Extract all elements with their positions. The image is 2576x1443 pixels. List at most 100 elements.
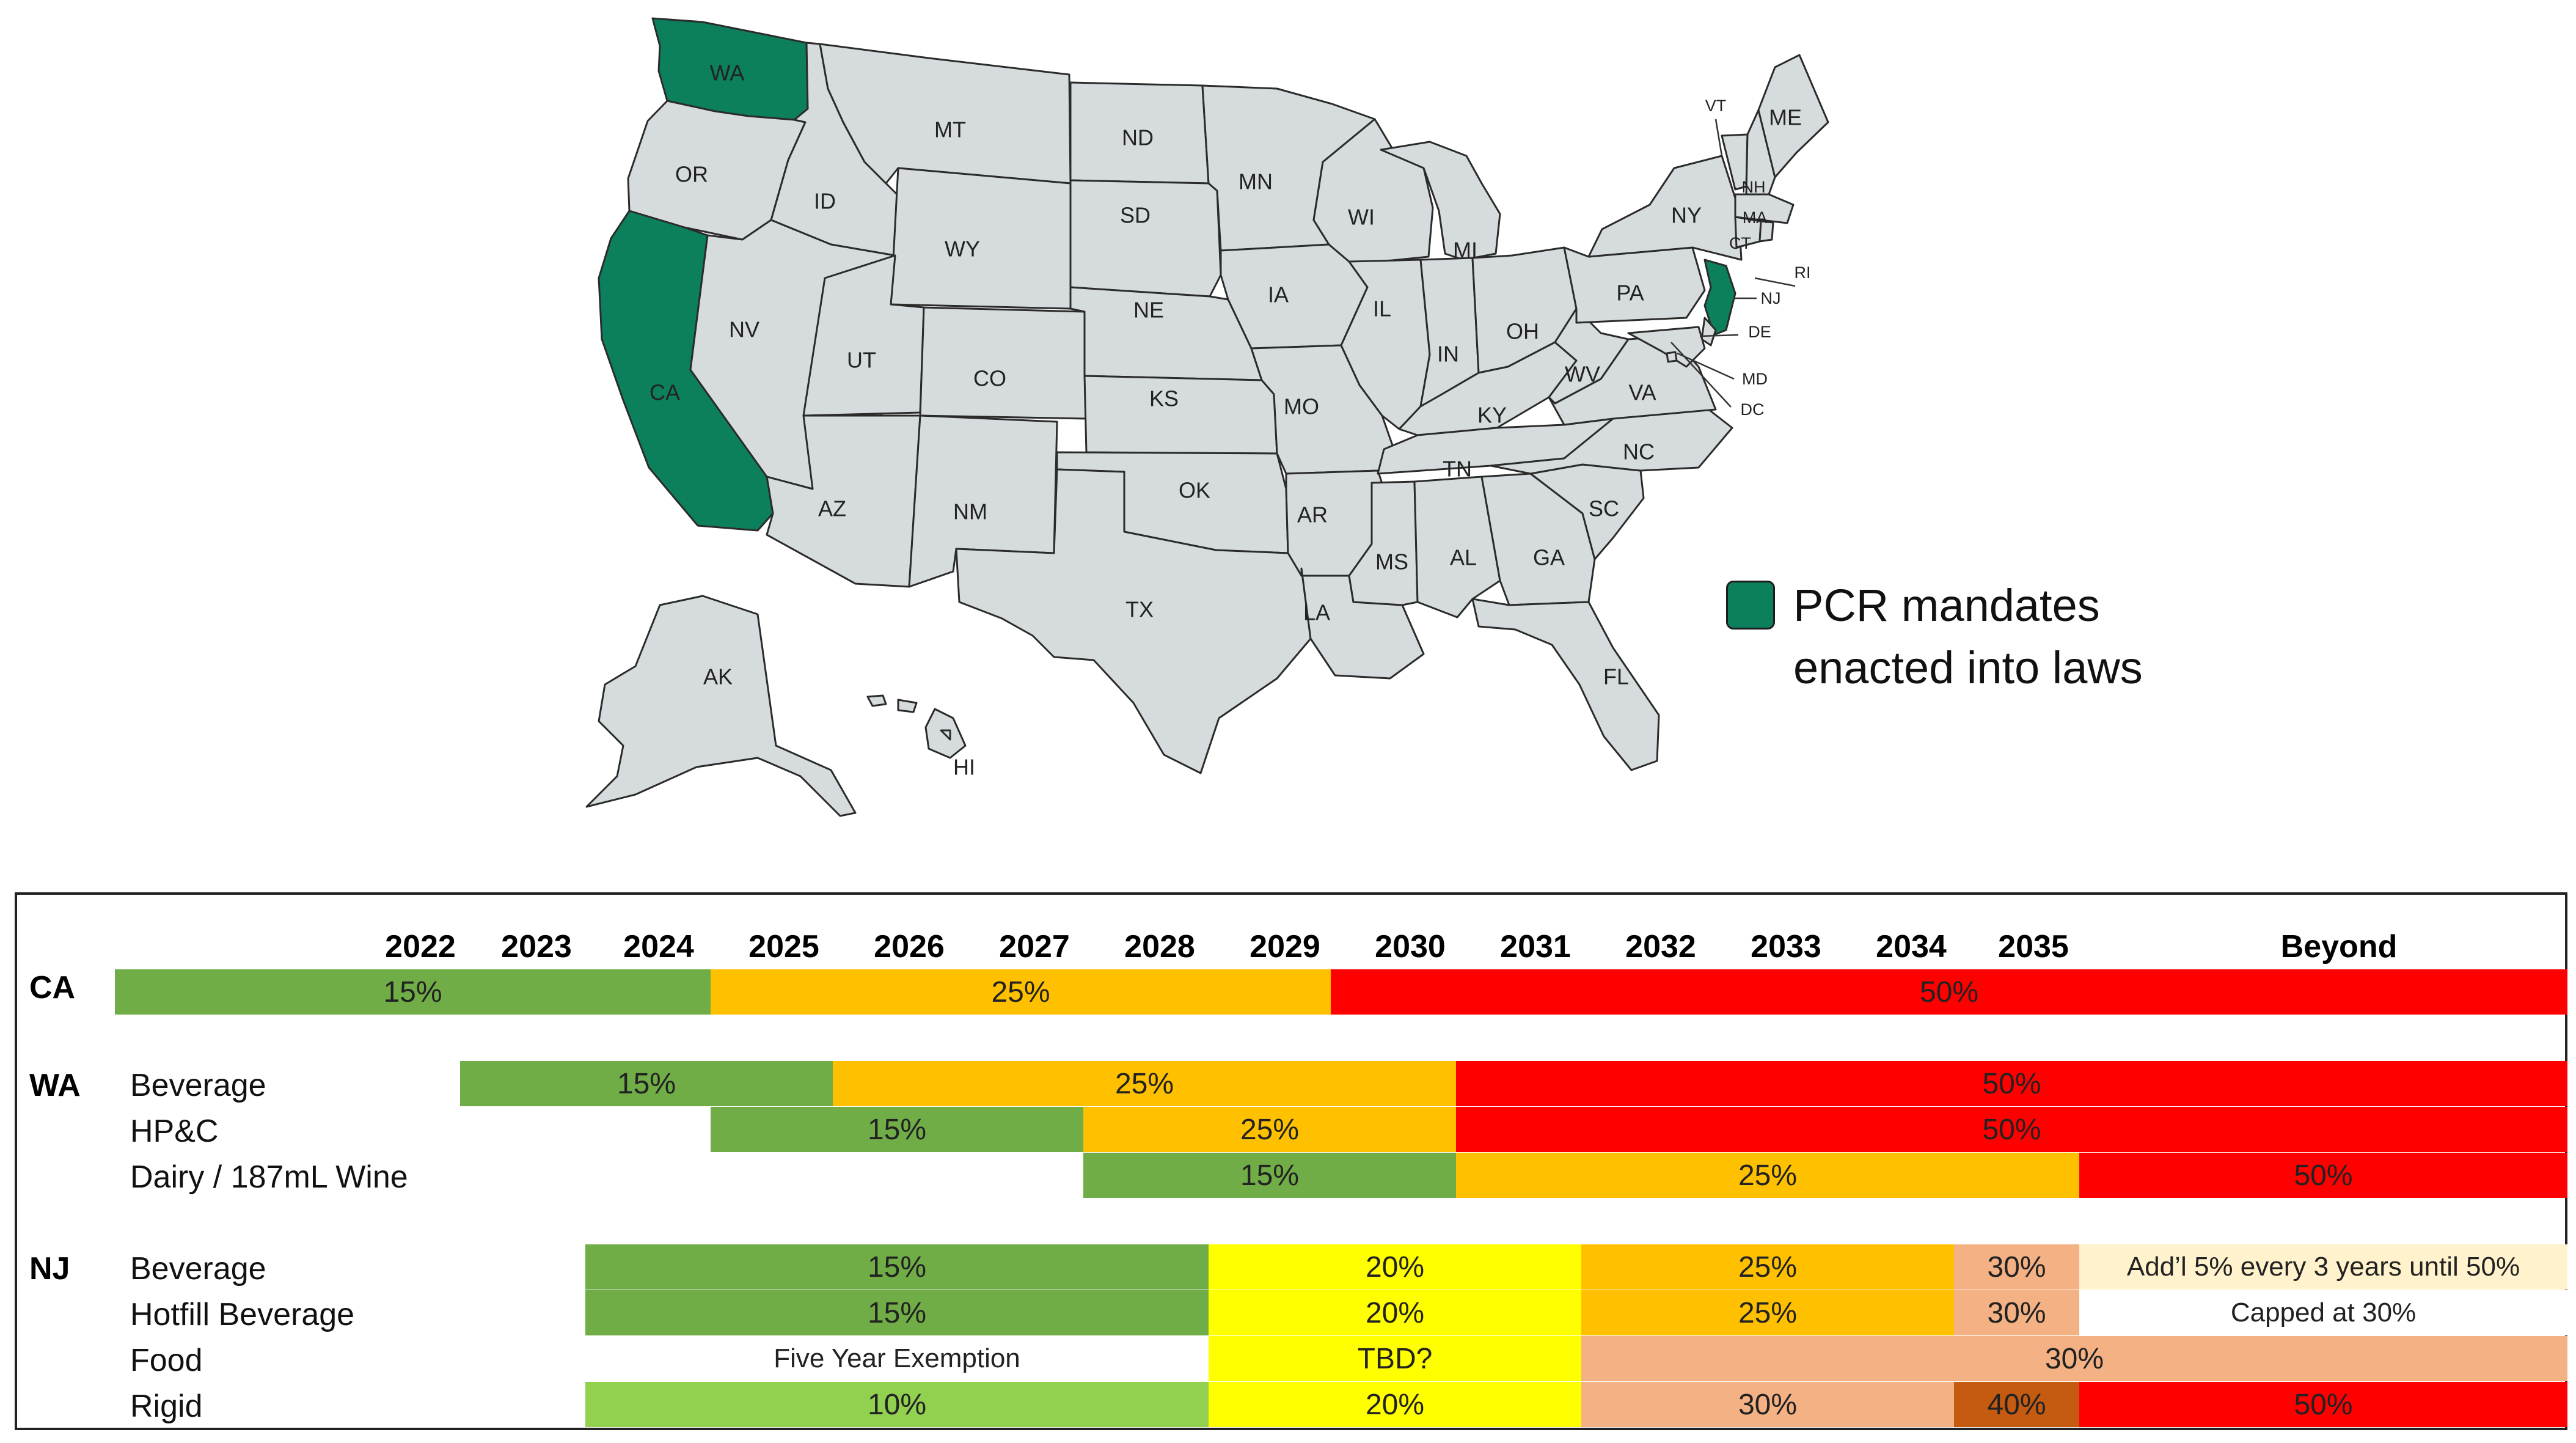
category-wa-beverage: Beverage <box>130 1068 266 1103</box>
legend-swatch-enacted <box>1726 581 1775 630</box>
state-label-sd: SD <box>1120 203 1151 228</box>
state-label-wa: WA <box>29 1068 81 1103</box>
category-nj-hotfill: Hotfill Beverage <box>130 1297 355 1332</box>
segment-nj-hot-2: 20% <box>1209 1290 1581 1335</box>
year-header-2030: 2030 <box>1375 929 1446 964</box>
segment-nj-rigid-3: 30% <box>1581 1382 1954 1427</box>
state-label-wy: WY <box>945 237 980 262</box>
segment-nj-bev-3: 25% <box>1581 1244 1954 1290</box>
state-label-ut: UT <box>847 348 876 373</box>
state-me <box>1757 54 1829 178</box>
state-label-ca: CA <box>649 380 680 405</box>
state-label-mo: MO <box>1284 394 1319 419</box>
state-label-ms: MS <box>1375 549 1408 575</box>
state-wi <box>1312 118 1434 264</box>
state-nc <box>1490 405 1733 475</box>
category-wa-hpc: HP&C <box>130 1114 219 1149</box>
state-mt <box>819 43 1072 185</box>
state-label-ia: IA <box>1268 282 1289 307</box>
state-label-vt: VT <box>1705 97 1727 115</box>
state-label-mi: MI <box>1453 238 1477 263</box>
segment-nj-rigid-5: 50% <box>2079 1382 2567 1427</box>
state-label-mn: MN <box>1239 169 1273 194</box>
state-label-il: IL <box>1373 296 1391 321</box>
year-header-2028: 2028 <box>1124 929 1195 964</box>
state-wy <box>890 167 1072 310</box>
state-label-nv: NV <box>729 317 759 342</box>
state-label-va: VA <box>1628 380 1656 405</box>
segment-wa-dairy-1: 15% <box>1083 1153 1456 1198</box>
segment-wa-hpc-3: 50% <box>1456 1107 2567 1152</box>
state-label-fl: FL <box>1603 664 1629 689</box>
state-mi <box>1380 141 1501 261</box>
state-label-wa: WA <box>710 61 745 86</box>
segment-ca-1: 15% <box>115 969 711 1015</box>
category-nj-rigid: Rigid <box>130 1389 203 1424</box>
state-label-md: MD <box>1742 370 1768 388</box>
state-label-in: IN <box>1437 342 1459 367</box>
year-header-2022: 2022 <box>385 929 456 964</box>
state-label-ak: AK <box>703 664 733 689</box>
segment-nj-rigid-2: 20% <box>1209 1382 1581 1427</box>
state-label-ok: OK <box>1179 478 1210 503</box>
state-label-de: DE <box>1748 323 1771 341</box>
state-ma <box>1734 193 1795 224</box>
segment-wa-hpc-1: 15% <box>711 1107 1083 1152</box>
category-wa-dairy-wine: Dairy / 187mL Wine <box>130 1159 408 1195</box>
state-nh <box>1745 109 1776 196</box>
state-ri <box>1758 220 1774 243</box>
state-label-ar: AR <box>1297 502 1328 527</box>
state-label-tx: TX <box>1125 597 1154 622</box>
state-ks <box>1083 375 1278 455</box>
state-label-pa: PA <box>1616 281 1644 306</box>
segment-nj-bev-4: 30% <box>1954 1244 2079 1290</box>
segment-wa-bev-1: 15% <box>460 1061 833 1106</box>
segment-nj-hot-4: 30% <box>1954 1290 2079 1335</box>
segment-nj-bev-5: Add’l 5% every 3 years until 50% <box>2079 1244 2567 1290</box>
state-tx <box>955 468 1312 774</box>
state-label-ky: KY <box>1477 403 1507 428</box>
segment-nj-rigid-1: 10% <box>585 1382 1209 1427</box>
segment-wa-dairy-3: 50% <box>2079 1153 2567 1198</box>
segment-nj-bev-2: 20% <box>1209 1244 1581 1290</box>
state-label-ga: GA <box>1533 545 1565 570</box>
state-label-id: ID <box>814 189 836 214</box>
segment-wa-bev-3: 50% <box>1456 1061 2567 1106</box>
state-label-ri: RI <box>1795 263 1811 282</box>
us-map: WA OR CA ID NV MT WY UT CO AZ NM ND SD NE KS OK TX MN IA MO… <box>585 17 1829 817</box>
state-label-nm: NM <box>953 499 987 524</box>
state-label-or: OR <box>675 162 708 187</box>
state-label-sc: SC <box>1589 496 1619 521</box>
segment-nj-hot-3: 25% <box>1581 1290 1954 1335</box>
state-label-ca: CA <box>29 970 76 1005</box>
segment-ca-2: 25% <box>711 969 1331 1015</box>
state-ak <box>585 595 857 817</box>
state-label-ma: MA <box>1743 208 1768 227</box>
legend-line-2: enacted into laws <box>1793 642 2143 693</box>
category-nj-beverage: Beverage <box>130 1251 266 1287</box>
state-hi <box>866 694 967 759</box>
year-header-2035: 2035 <box>1998 929 2069 964</box>
state-label-ne: NE <box>1133 298 1164 323</box>
state-label-wv: WV <box>1565 362 1600 387</box>
segment-nj-hot-5: Capped at 30% <box>2079 1290 2567 1335</box>
year-header-beyond: Beyond <box>2280 929 2398 964</box>
segment-ca-3: 50% <box>1331 969 2567 1015</box>
category-nj-food: Food <box>130 1343 203 1378</box>
state-label-nc: NC <box>1623 439 1655 464</box>
state-label-mt: MT <box>934 117 966 142</box>
state-label-ct: CT <box>1729 234 1751 252</box>
segment-nj-food-1: Five Year Exemption <box>585 1336 1209 1381</box>
state-sd <box>1069 179 1222 298</box>
segment-nj-bev-1: 15% <box>585 1244 1209 1290</box>
year-header-2023: 2023 <box>501 929 572 964</box>
state-co <box>919 306 1088 420</box>
state-label-dc: DC <box>1741 400 1765 419</box>
state-label-nd: ND <box>1122 125 1154 150</box>
segment-nj-hot-1: 15% <box>585 1290 1209 1335</box>
legend-label: PCR mandates enacted into laws <box>1793 575 2233 699</box>
state-ny <box>1587 155 1743 261</box>
state-label-oh: OH <box>1506 319 1539 344</box>
year-header-2026: 2026 <box>874 929 945 964</box>
segment-wa-hpc-2: 25% <box>1083 1107 1456 1152</box>
